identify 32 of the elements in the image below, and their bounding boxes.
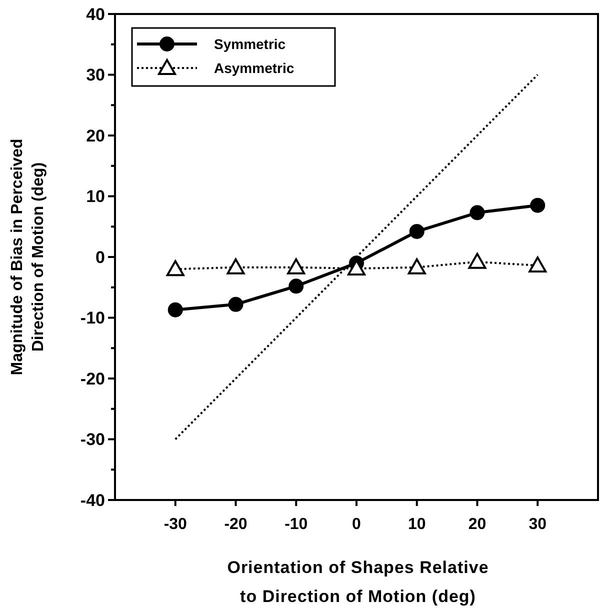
x-tick-label: 30: [528, 516, 547, 533]
legend-label: Symmetric: [214, 36, 286, 52]
x-tick-label: 20: [468, 516, 486, 533]
x-tick-label: 10: [408, 516, 426, 533]
point: [528, 256, 547, 273]
point: [408, 258, 426, 274]
x-tick-label: -30: [164, 516, 188, 533]
x-tick-label: -20: [224, 516, 248, 533]
x-tick-label: 0: [352, 516, 362, 533]
point: [288, 278, 304, 294]
y-tick-label: -20: [80, 369, 105, 388]
point: [168, 302, 183, 318]
legend-label: Asymmetric: [214, 60, 294, 76]
y-tick-label: 30: [86, 66, 105, 85]
point: [409, 224, 424, 239]
y-tick-label: 10: [86, 187, 105, 206]
y-tick-label: 40: [86, 4, 105, 24]
point: [228, 296, 244, 312]
point: [287, 258, 306, 274]
point: [166, 260, 184, 276]
y-axis-title: Magnitude of Bias in Perceived Direction of Motion (deg): [9, 138, 47, 376]
y-tick-label: 20: [86, 126, 105, 146]
y-tick-label: -30: [80, 430, 105, 450]
point: [468, 252, 486, 269]
x-axis-title: Orientation of Shapes Relative to Direction of Motion (deg): [227, 558, 489, 606]
y-tick-label: 0: [96, 248, 105, 267]
point: [530, 198, 546, 213]
point: [470, 205, 485, 220]
point: [226, 258, 245, 274]
y-tick-label: -10: [80, 308, 105, 328]
y-tick-label: -40: [80, 490, 105, 510]
x-tick-label: -10: [284, 516, 308, 533]
